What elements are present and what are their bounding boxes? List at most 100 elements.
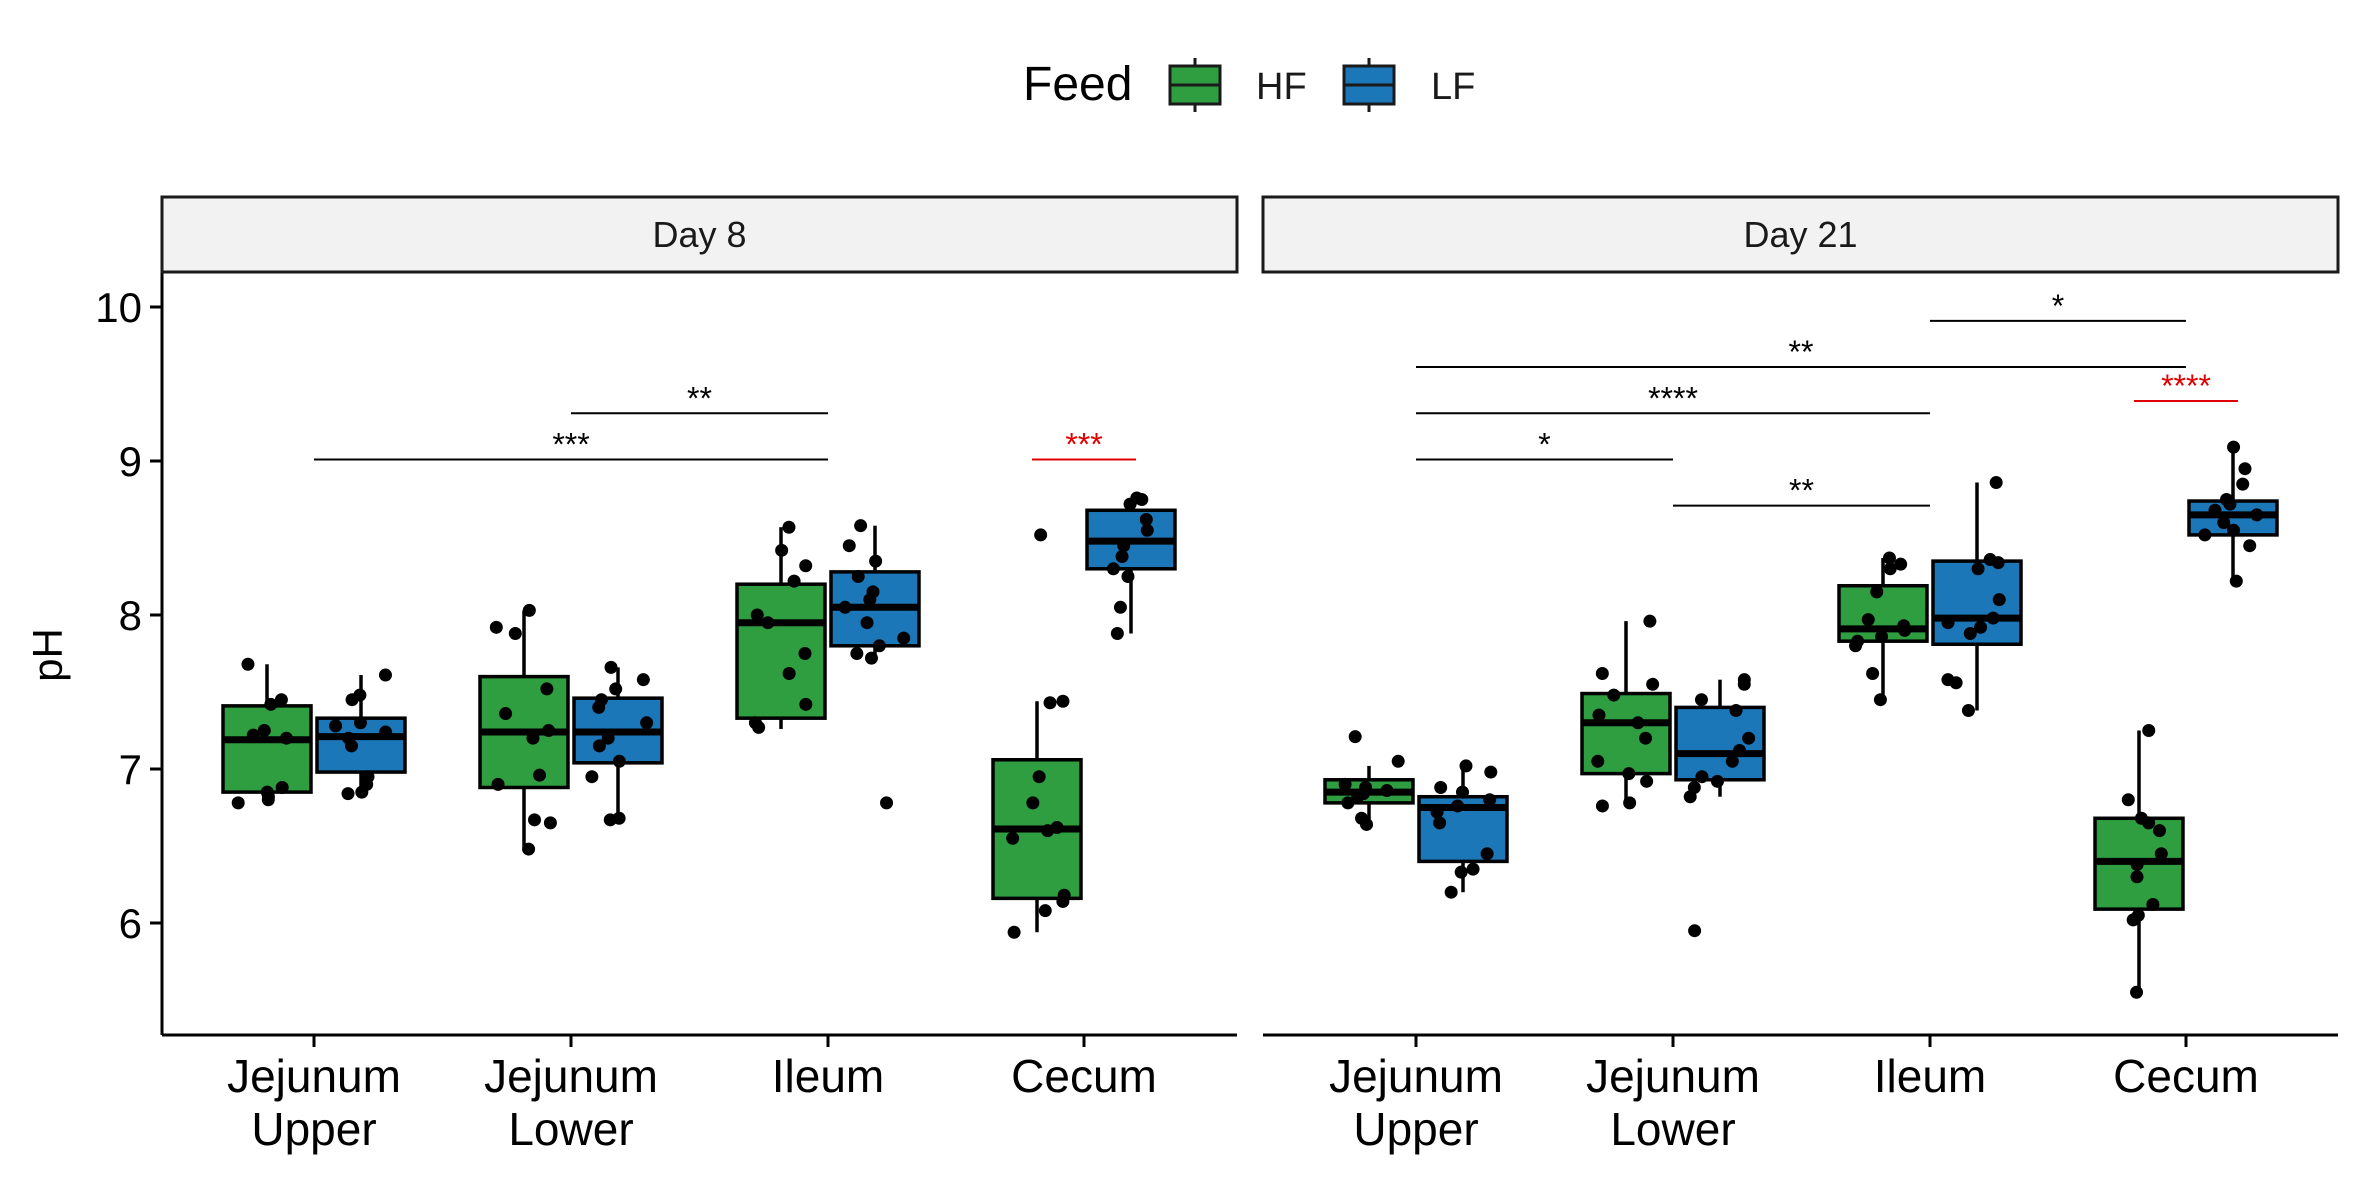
data-point [1139,513,1153,527]
data-point [378,668,392,682]
x-tick-label: Cecum [1011,1050,1157,1102]
data-point [854,519,868,533]
facet-strip [160,195,1239,274]
data-point [1034,528,1048,542]
data-point [1110,626,1124,640]
y-axis-title: pH [24,628,71,682]
legend: Feed HF LF [1023,58,1475,112]
data-point [585,770,599,784]
data-point [1106,562,1120,576]
data-point [1882,551,1896,565]
legend-item-lf: LF [1342,58,1475,112]
data-point [2142,724,2156,737]
data-point [1986,611,2000,625]
data-point [2208,503,2222,517]
data-point [1710,774,1724,788]
data-point [782,520,796,534]
data-point [1875,630,1889,644]
data-point [264,697,278,711]
data-point [1683,790,1697,804]
data-point [799,559,813,573]
data-point [261,793,275,807]
box-hf [1323,730,1415,831]
data-point [1849,639,1863,653]
data-point [2227,523,2241,537]
data-point [527,813,541,827]
data-point [1032,770,1046,784]
data-point [838,600,852,614]
data-point [1038,904,1052,918]
data-point [775,543,789,557]
y-tick-label: 9 [119,438,142,485]
data-point [1113,600,1127,614]
data-point [1135,493,1149,506]
data-point [275,780,289,794]
data-point [787,574,801,588]
box-hf [735,520,827,734]
data-point [379,725,393,739]
data-point [231,796,245,810]
data-point [1992,593,2006,607]
box-lf [1931,476,2023,717]
data-point [1595,667,1609,681]
data-point [1433,816,1447,830]
x-tick-label: Lower [1610,1103,1735,1155]
data-point [897,631,911,645]
data-point [2130,870,2144,884]
box-iqr [735,582,827,720]
data-point [1949,676,1963,690]
data-point [592,739,606,753]
data-point [603,813,617,827]
data-point [1989,476,2003,490]
data-point [1391,754,1405,768]
significance-label: **** [1648,380,1698,416]
box-lf [572,660,664,827]
data-point [1695,770,1709,784]
significance-label: * [2052,288,2064,324]
data-point [1360,817,1374,831]
data-point [761,616,775,630]
data-point [1592,708,1606,722]
facet-strip [1261,195,2340,274]
data-point [1026,796,1040,810]
data-point [1444,885,1458,899]
legend-title: Feed [1023,58,1132,111]
data-point [1870,585,1884,599]
data-point [1041,824,1055,838]
data-point [1725,754,1739,768]
data-point [1434,780,1448,794]
data-point [1140,523,1154,537]
data-point [1971,562,1985,576]
data-point [1640,774,1654,788]
data-point [1056,894,1070,908]
data-point [1866,667,1880,681]
data-point [1459,759,1473,773]
data-point [1007,925,1021,939]
x-tick-label: Upper [251,1103,376,1155]
data-point [1006,831,1020,845]
data-point [353,716,367,730]
box-lf [315,668,407,801]
x-tick-label: Jejunum [1586,1050,1760,1102]
x-tick-label: Cecum [2113,1050,2259,1102]
box-lf [829,519,921,810]
data-point [2154,847,2168,861]
data-point [1380,784,1394,798]
data-point [1639,731,1653,745]
data-point [274,693,288,707]
data-point [1607,688,1621,702]
data-point [2250,508,2264,522]
data-point [1963,626,1977,640]
data-point [842,539,856,553]
data-point [508,626,522,640]
data-point [1646,677,1660,691]
x-tick-label: Jejunum [484,1050,658,1102]
data-point [872,639,886,653]
box-hf [221,657,313,810]
data-point [1451,799,1465,813]
data-point [592,700,606,714]
data-point [1688,924,1702,938]
data-point [1898,623,1912,637]
